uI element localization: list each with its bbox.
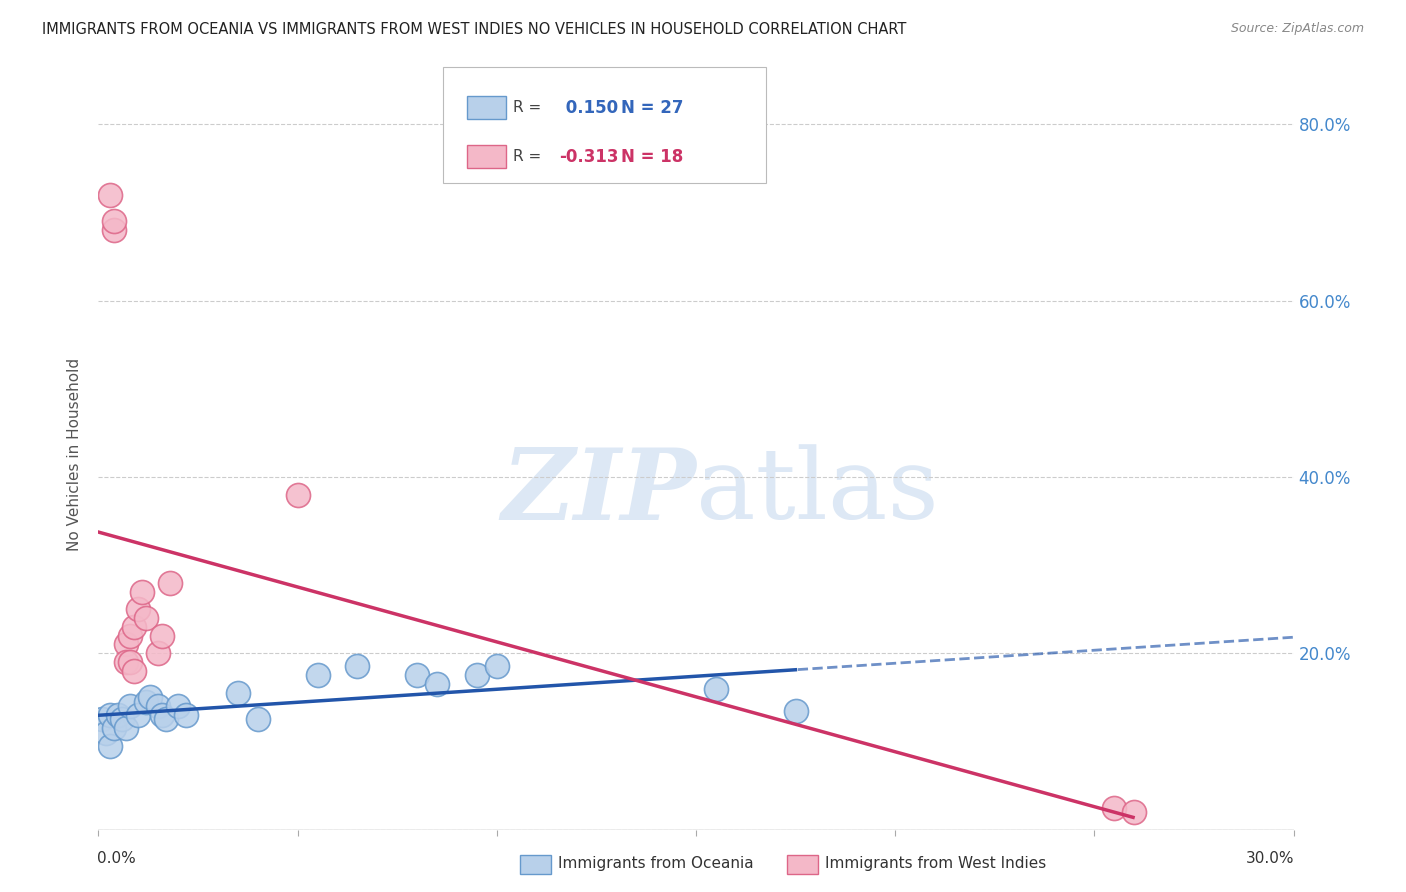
Point xyxy=(159,575,181,590)
Point xyxy=(127,708,149,723)
Point xyxy=(465,668,488,682)
Point xyxy=(135,695,157,709)
Text: 30.0%: 30.0% xyxy=(1246,851,1295,866)
Point xyxy=(167,699,190,714)
Text: Source: ZipAtlas.com: Source: ZipAtlas.com xyxy=(1230,22,1364,36)
Point xyxy=(346,659,368,673)
Point xyxy=(785,704,807,718)
Text: N = 18: N = 18 xyxy=(621,148,683,166)
Text: 0.0%: 0.0% xyxy=(97,851,136,866)
Text: Immigrants from Oceania: Immigrants from Oceania xyxy=(558,856,754,871)
Point xyxy=(127,602,149,616)
Text: ZIP: ZIP xyxy=(501,444,696,541)
Point xyxy=(103,223,125,237)
Text: atlas: atlas xyxy=(696,444,939,541)
Point xyxy=(124,620,146,634)
Point xyxy=(485,659,508,673)
Text: 0.150: 0.150 xyxy=(560,99,617,117)
Point xyxy=(91,712,114,726)
Point xyxy=(98,187,122,202)
Point xyxy=(103,214,125,228)
Point xyxy=(704,681,727,696)
Text: N = 27: N = 27 xyxy=(621,99,683,117)
Point xyxy=(246,712,269,726)
Point xyxy=(1123,805,1146,819)
Text: R =: R = xyxy=(513,150,541,164)
Text: R =: R = xyxy=(513,101,541,115)
Point xyxy=(120,699,142,714)
Point xyxy=(131,584,153,599)
Point xyxy=(307,668,329,682)
Point xyxy=(120,629,142,643)
Point xyxy=(135,611,157,625)
Text: IMMIGRANTS FROM OCEANIA VS IMMIGRANTS FROM WEST INDIES NO VEHICLES IN HOUSEHOLD : IMMIGRANTS FROM OCEANIA VS IMMIGRANTS FR… xyxy=(42,22,907,37)
Point xyxy=(111,712,134,726)
Y-axis label: No Vehicles in Household: No Vehicles in Household xyxy=(67,359,83,551)
Text: -0.313: -0.313 xyxy=(560,148,619,166)
Point xyxy=(150,629,173,643)
Point xyxy=(226,686,249,700)
Point xyxy=(124,664,146,678)
Point xyxy=(96,725,118,739)
Point xyxy=(148,646,170,660)
Point xyxy=(287,487,309,501)
Point xyxy=(115,721,138,735)
Point xyxy=(150,708,173,723)
Point xyxy=(1104,800,1126,814)
Point xyxy=(115,655,138,669)
Point xyxy=(103,721,125,735)
Point xyxy=(406,668,429,682)
Point xyxy=(115,637,138,651)
Point xyxy=(174,708,197,723)
Point xyxy=(98,739,122,753)
Point xyxy=(120,655,142,669)
Point xyxy=(155,712,177,726)
Point xyxy=(139,690,162,705)
Point xyxy=(107,708,129,723)
Text: Immigrants from West Indies: Immigrants from West Indies xyxy=(825,856,1046,871)
Point xyxy=(426,677,449,691)
Point xyxy=(148,699,170,714)
Point xyxy=(98,708,122,723)
